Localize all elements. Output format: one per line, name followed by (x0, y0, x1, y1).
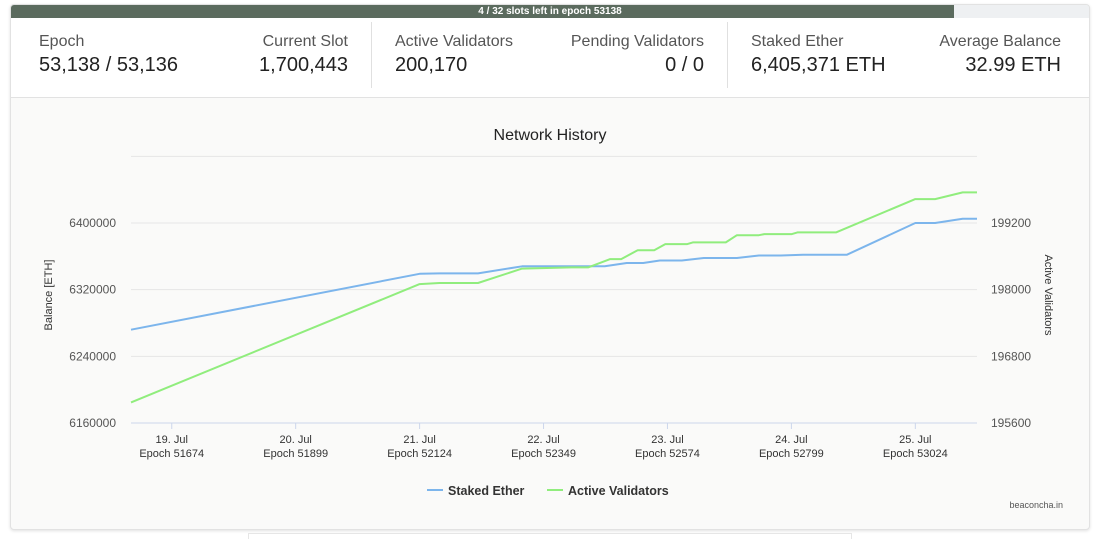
stat-current-slot: Current Slot 1,700,443 (259, 32, 348, 78)
stat-epoch-label: Epoch (39, 33, 85, 50)
y-tick-label: 6320000 (69, 283, 116, 297)
stats-panel: Epoch 53,138 / 53,136 Current Slot 1,700… (11, 18, 1089, 98)
y-axis-left: 6160000 6240000 6320000 6400000 (69, 216, 116, 430)
stat-active-validators: Active Validators 200,170 (395, 32, 513, 78)
stat-staked-ether-value: 6,405,371 ETH (751, 54, 886, 76)
legend-item-active-validators[interactable]: Active Validators (547, 484, 669, 498)
x-tick-epoch: Epoch 52799 (759, 448, 824, 460)
y2-tick-label: 195600 (991, 416, 1031, 430)
x-tick-epoch: Epoch 53024 (883, 448, 948, 460)
x-tick-epoch: Epoch 52574 (635, 448, 700, 460)
stats-divider (371, 22, 372, 88)
stat-average-balance: Average Balance 32.99 ETH (939, 32, 1061, 78)
y-tick-label: 6400000 (69, 216, 116, 230)
legend-item-staked-ether[interactable]: Staked Ether (427, 484, 525, 498)
legend-label: Active Validators (568, 484, 669, 498)
stat-pending-validators: Pending Validators 0 / 0 (571, 32, 704, 78)
x-tick-date: 25. Jul (899, 434, 931, 446)
y-axis-right: 195600 196800 198000 199200 (991, 216, 1031, 430)
x-tick-date: 23. Jul (651, 434, 683, 446)
x-tick-epoch: Epoch 51899 (263, 448, 328, 460)
x-tick-date: 24. Jul (775, 434, 807, 446)
stat-average-balance-label: Average Balance (939, 33, 1061, 50)
y-axis-left-title: Balance [ETH] (43, 260, 55, 331)
series-line-staked-ether[interactable] (130, 217, 977, 331)
epoch-progress-fill (11, 5, 955, 18)
y2-tick-label: 196800 (991, 349, 1031, 363)
network-history-chart: Network History 6160000 6240000 6320000 640… (43, 127, 1054, 498)
stat-current-slot-label: Current Slot (262, 33, 348, 50)
epoch-progress-label: 4 / 32 slots left in epoch 53138 (478, 6, 622, 17)
network-card: 4 / 32 slots left in epoch 53138 Epoch 5… (10, 4, 1090, 530)
x-tick-epoch: Epoch 52349 (511, 448, 576, 460)
y2-tick-label: 198000 (991, 283, 1031, 297)
x-tick-date: 20. Jul (279, 434, 311, 446)
stat-average-balance-value: 32.99 ETH (965, 54, 1061, 76)
stat-staked-ether-label: Staked Ether (751, 33, 844, 50)
y-tick-label: 6240000 (69, 349, 116, 363)
legend-label: Staked Ether (448, 484, 525, 498)
stat-active-validators-label: Active Validators (395, 33, 513, 50)
x-tick-epoch: Epoch 52124 (387, 448, 452, 460)
chart-series (130, 191, 977, 404)
chart-legend: Staked Ether Active Validators (427, 484, 669, 498)
stat-epoch: Epoch 53,138 / 53,136 (39, 32, 178, 78)
stat-staked-ether: Staked Ether 6,405,371 ETH (751, 32, 886, 78)
x-tick-date: 21. Jul (403, 434, 435, 446)
chart-grid (131, 155, 977, 424)
x-axis: 19. Jul Epoch 51674 20. Jul Epoch 51899 21. … (139, 423, 948, 460)
x-tick-date: 22. Jul (527, 434, 559, 446)
chart-credit[interactable]: beaconcha.in (1009, 500, 1063, 510)
y-axis-right-title: Active Validators (1042, 254, 1054, 336)
stat-pending-validators-label: Pending Validators (570, 33, 704, 50)
chart-title: Network History (494, 127, 607, 144)
stats-divider (727, 22, 728, 88)
y2-tick-label: 199200 (991, 216, 1031, 230)
stat-epoch-value: 53,138 / 53,136 (39, 54, 179, 76)
stat-active-validators-value[interactable]: 200,170 (395, 54, 468, 76)
stat-pending-validators-value[interactable]: 0 / 0 (665, 54, 704, 76)
lower-panel-edge (248, 533, 852, 539)
x-tick-date: 19. Jul (156, 434, 188, 446)
epoch-progress-bar: 4 / 32 slots left in epoch 53138 (11, 5, 1089, 18)
stat-current-slot-value[interactable]: 1,700,443 (259, 54, 348, 76)
y-tick-label: 6160000 (69, 416, 116, 430)
series-line-active-validators[interactable] (130, 191, 977, 404)
x-tick-epoch: Epoch 51674 (139, 448, 204, 460)
